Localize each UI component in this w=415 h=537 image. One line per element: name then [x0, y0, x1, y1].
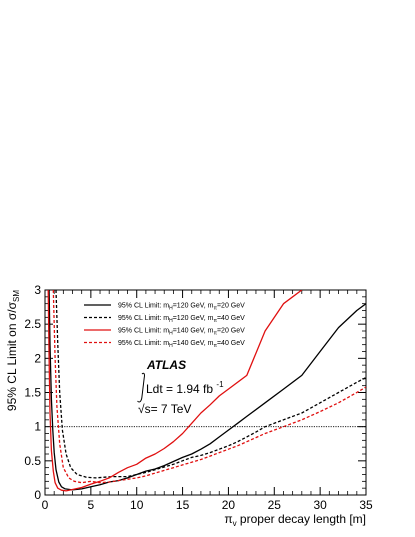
series-line-3 — [47, 290, 303, 492]
y-axis: 0 0.5 1 1.5 2 2.5 3 — [24, 283, 366, 502]
x-tick-label: 0 — [42, 498, 49, 512]
y-axis-title: 95% CL Limit on σ/σSM — [5, 290, 21, 411]
y-axis-title-main: 95% CL Limit on σ/σ — [5, 301, 19, 411]
x-tick-label: 35 — [359, 498, 373, 512]
x-axis-title: πv proper decay length [m] — [224, 512, 366, 528]
atlas-label: ATLAS — [146, 358, 186, 372]
legend-label-3: 95% CL Limit: mH=140 GeV, mπ=20 GeV — [118, 328, 245, 337]
legend-label-1: 95% CL Limit: mH=120 GeV, mπ=20 GeV — [118, 303, 245, 312]
lumi-sup: -1 — [216, 380, 224, 389]
y-tick-label: 2.5 — [24, 317, 41, 331]
y-tick-label: 1.5 — [24, 386, 41, 400]
x-axis-title-main: π — [224, 512, 232, 526]
legend: 95% CL Limit: mH=120 GeV, mπ=20 GeV 95% C… — [84, 303, 245, 349]
x-tick-label: 30 — [313, 498, 327, 512]
series-line-1 — [48, 290, 366, 491]
integral-sign — [137, 372, 145, 403]
legend-label-2: 95% CL Limit: mH=120 GeV, mπ=40 GeV — [118, 315, 245, 324]
energy-label: √s= 7 TeV — [138, 402, 191, 416]
series-line-2 — [55, 290, 366, 479]
lumi-label: Ldt = 1.94 fb -1 — [146, 380, 224, 396]
y-tick-label: 3 — [34, 283, 41, 297]
x-tick-label: 20 — [222, 498, 236, 512]
y-axis-title-sub: SM — [12, 290, 21, 302]
y-tick-label: 2 — [34, 351, 41, 365]
legend-label-4: 95% CL Limit: mH=140 GeV, mπ=40 GeV — [118, 340, 245, 349]
x-tick-label: 15 — [176, 498, 190, 512]
x-tick-label: 25 — [268, 498, 282, 512]
curves — [47, 290, 366, 492]
x-tick-label: 5 — [88, 498, 95, 512]
y-tick-label: 0.5 — [24, 454, 41, 468]
x-axis-title-sub: v — [233, 519, 237, 528]
y-tick-label: 1 — [34, 420, 41, 434]
x-axis: 0 5 10 15 20 25 30 35 — [42, 290, 373, 512]
y-tick-label: 0 — [34, 488, 41, 502]
lumi-text: Ldt = 1.94 fb — [146, 382, 213, 396]
x-axis-title-rest: proper decay length [m] — [237, 512, 366, 526]
series-line-4 — [52, 290, 366, 484]
x-tick-label: 10 — [130, 498, 144, 512]
